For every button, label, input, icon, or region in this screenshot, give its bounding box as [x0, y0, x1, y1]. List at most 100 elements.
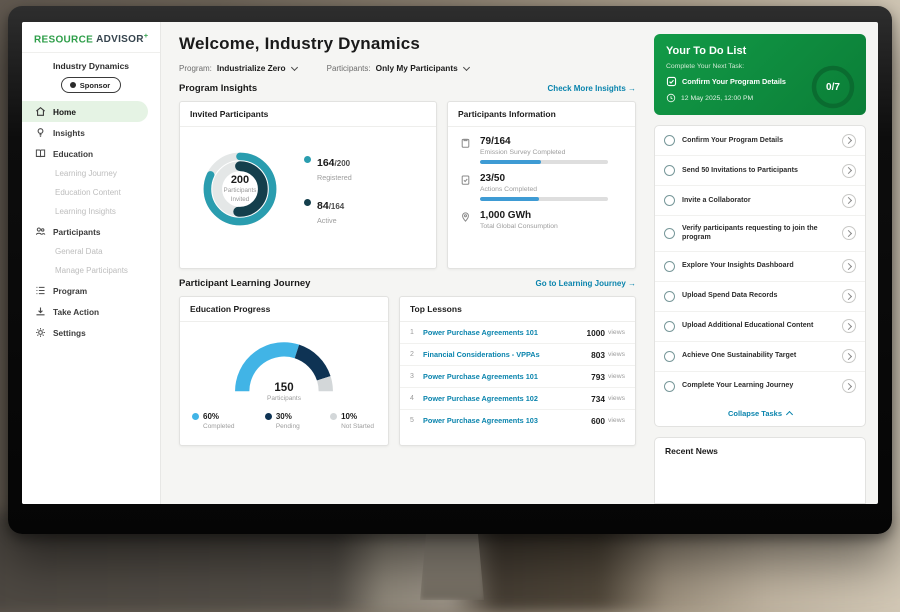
insights-cards-row: Invited Participants 200: [179, 101, 636, 269]
sidebar-item-settings[interactable]: Settings: [22, 322, 160, 343]
sidebar-item-take-action[interactable]: Take Action: [22, 301, 160, 322]
participants-filter[interactable]: Participants: Only My Participants: [327, 63, 470, 73]
task-row-complete-learning-journey[interactable]: Complete Your Learning Journey: [655, 372, 865, 401]
donut-legend: 164/200 Registered 84/164 Active: [304, 153, 352, 225]
actions-completed-progressbar: [480, 197, 608, 201]
task-row-send-invitations[interactable]: Send 50 Invitations to Participants: [655, 156, 865, 186]
task-checkbox[interactable]: [664, 165, 675, 176]
legend-registered: 164/200 Registered: [304, 153, 352, 182]
task-open-button[interactable]: [842, 226, 856, 241]
sidebar-item-home[interactable]: Home: [22, 101, 148, 123]
sponsor-badge[interactable]: Sponsor: [60, 77, 122, 94]
sidebar-item-participants[interactable]: Participants: [22, 221, 160, 242]
task-open-button[interactable]: [842, 163, 856, 178]
legend-dot: [330, 413, 338, 420]
lesson-views: 1000: [586, 327, 605, 338]
todo-task-list: Confirm Your Program Details Send 50 Inv…: [654, 125, 866, 427]
donut-svg: [203, 152, 277, 226]
task-open-button[interactable]: [842, 259, 856, 274]
participants-filter-value: Only My Participants: [375, 63, 458, 73]
legend-dot: [192, 413, 199, 420]
check-square-icon: [666, 76, 677, 87]
chevron-up-icon: [785, 410, 794, 418]
lesson-link[interactable]: Power Purchase Agreements 102: [423, 394, 538, 403]
task-open-button[interactable]: [842, 379, 856, 394]
task-checkbox[interactable]: [664, 290, 675, 302]
sidebar-item-education-content[interactable]: Education Content: [22, 183, 160, 202]
lesson-rank: 1: [410, 329, 414, 336]
task-row-upload-spend-data[interactable]: Upload Spend Data Records: [655, 282, 865, 312]
lesson-link[interactable]: Power Purchase Agreements 101: [423, 328, 538, 337]
legend-dot: [304, 156, 311, 163]
dashboard-screen: RESOURCE ADVISOR+ Industry Dynamics Spons…: [22, 22, 878, 504]
logo-advisor: ADVISOR: [96, 34, 144, 46]
task-open-button[interactable]: [842, 349, 856, 364]
task-open-button[interactable]: [842, 133, 856, 148]
emission-survey-value: 79/164: [480, 136, 511, 147]
education-icon: [35, 149, 46, 158]
gauge-center-label: 150 Participants: [222, 382, 346, 402]
task-open-button[interactable]: [842, 319, 856, 334]
legend-dot: [304, 199, 311, 206]
monitor-bezel: RESOURCE ADVISOR+ Industry Dynamics Spons…: [8, 6, 892, 534]
learning-journey-header: Participant Learning Journey Go to Learn…: [179, 278, 636, 289]
monitor-stand: [420, 530, 484, 600]
program-filter-label: Program:: [179, 63, 212, 73]
actions-check-icon: [461, 175, 470, 185]
card-title: Education Progress: [180, 297, 388, 322]
chevron-right-icon: [844, 196, 853, 205]
task-row-explore-insights[interactable]: Explore Your Insights Dashboard: [655, 252, 865, 282]
check-more-insights-link[interactable]: Check More Insights →: [547, 84, 636, 93]
go-to-learning-journey-link[interactable]: Go to Learning Journey →: [535, 279, 636, 288]
program-filter[interactable]: Program: Industrialize Zero: [179, 63, 298, 73]
lesson-link[interactable]: Power Purchase Agreements 103: [423, 416, 538, 425]
sidebar-item-manage-participants[interactable]: Manage Participants: [22, 261, 160, 280]
task-checkbox[interactable]: [664, 260, 675, 272]
todo-next-task[interactable]: Confirm Your Program Details: [666, 76, 854, 87]
insights-icon: [37, 128, 44, 138]
lesson-link[interactable]: Financial Considerations - VPPAs: [423, 350, 540, 359]
task-checkbox[interactable]: [664, 227, 675, 239]
education-progress-card: Education Progress 150 Participants 60%: [179, 296, 389, 446]
registered-value: 164: [317, 157, 335, 169]
chevron-right-icon: [844, 229, 853, 237]
task-row-invite-collaborator[interactable]: Invite a Collaborator: [655, 186, 865, 216]
location-pin-icon: [462, 212, 469, 222]
task-open-button[interactable]: [842, 193, 856, 208]
settings-gear-icon: [36, 328, 45, 338]
task-open-button[interactable]: [842, 289, 856, 304]
card-title: Top Lessons: [400, 297, 635, 322]
task-row-confirm-program[interactable]: Confirm Your Program Details: [655, 126, 865, 156]
task-checkbox[interactable]: [664, 135, 675, 146]
todo-hero-card: Your To Do List Complete Your Next Task:…: [654, 34, 866, 115]
sidebar-item-label: Take Action: [53, 306, 100, 317]
task-row-verify-participants[interactable]: Verify participants requesting to join t…: [655, 216, 865, 252]
emission-survey-row: 79/164 Emission Survey Completed: [448, 127, 635, 164]
task-row-achieve-target[interactable]: Achieve One Sustainability Target: [655, 342, 865, 372]
active-label: Active: [317, 216, 337, 225]
collapse-tasks-button[interactable]: Collapse Tasks: [655, 401, 865, 426]
card-title: Invited Participants: [180, 102, 436, 127]
task-checkbox[interactable]: [664, 195, 675, 206]
sidebar-item-general-data[interactable]: General Data: [22, 242, 160, 261]
sidebar-item-learning-insights[interactable]: Learning Insights: [22, 202, 160, 221]
task-checkbox[interactable]: [664, 380, 675, 392]
task-checkbox[interactable]: [664, 350, 675, 362]
sidebar-item-education[interactable]: Education: [22, 143, 160, 164]
sidebar-item-learning-journey[interactable]: Learning Journey: [22, 164, 160, 183]
sidebar-item-insights[interactable]: Insights: [22, 122, 160, 143]
legend-completed: 60% Completed: [192, 412, 234, 430]
task-checkbox[interactable]: [664, 320, 675, 332]
todo-panel: Your To Do List Complete Your Next Task:…: [648, 22, 878, 504]
chevron-right-icon: [844, 262, 853, 270]
program-list-icon: [36, 287, 45, 295]
lesson-link[interactable]: Power Purchase Agreements 101: [423, 372, 538, 381]
task-row-upload-educational-content[interactable]: Upload Additional Educational Content: [655, 312, 865, 342]
section-title: Program Insights: [179, 83, 258, 94]
sidebar-item-label: Education Content: [55, 188, 121, 198]
page-title: Welcome, Industry Dynamics: [179, 34, 421, 53]
clock-icon: [666, 93, 676, 103]
sidebar-item-program[interactable]: Program: [22, 280, 160, 301]
logo-plus: +: [143, 31, 149, 40]
chevron-right-icon: [844, 322, 853, 330]
